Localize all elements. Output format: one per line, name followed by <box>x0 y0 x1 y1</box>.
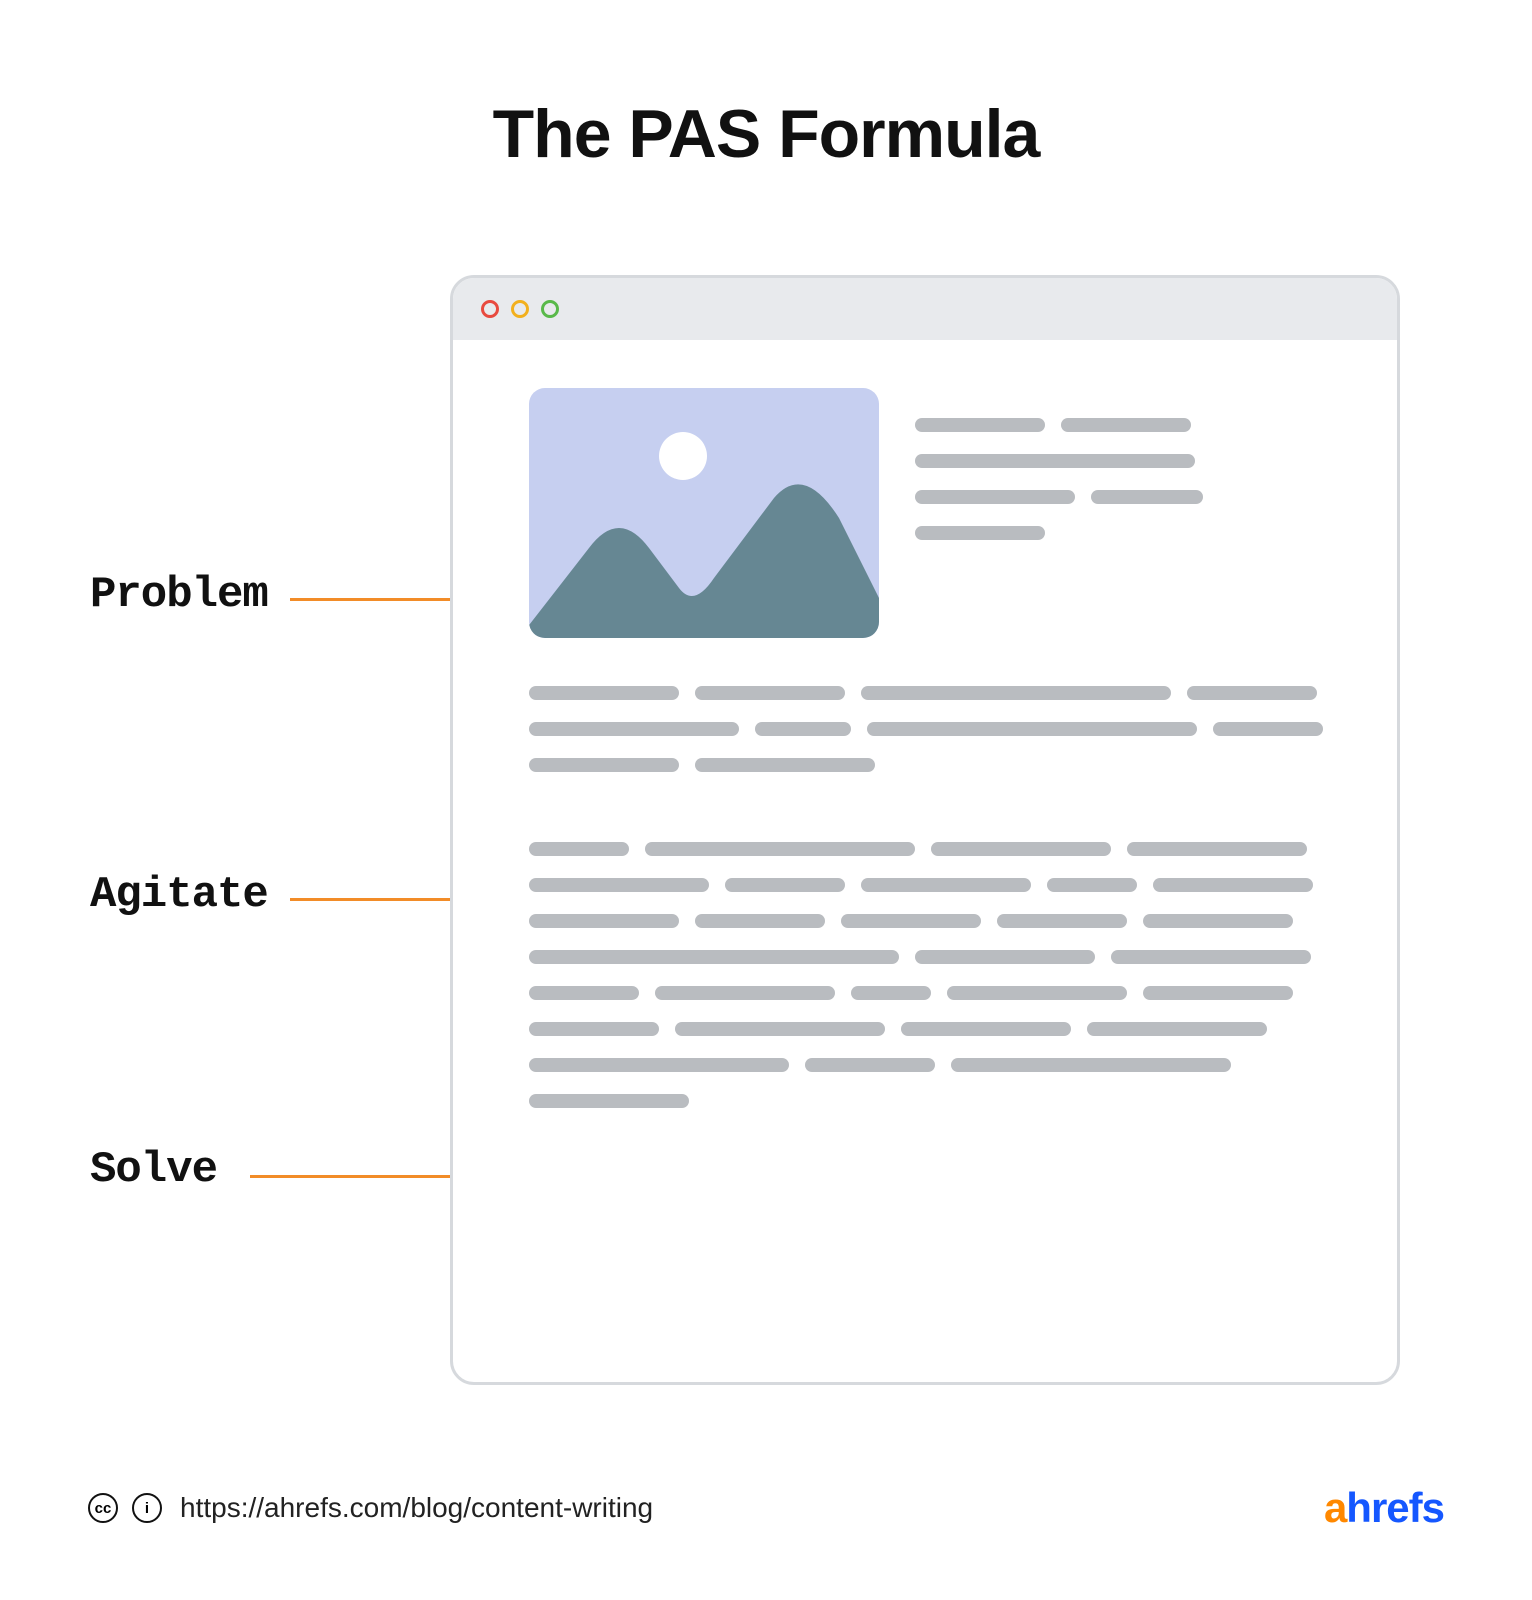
source-url: https://ahrefs.com/blog/content-writing <box>180 1492 653 1524</box>
placeholder-line <box>861 686 1171 700</box>
placeholder-line <box>529 758 679 772</box>
connector-solve <box>250 1175 480 1178</box>
logo-a: a <box>1324 1484 1346 1531</box>
section-problem <box>529 388 1341 638</box>
footer-left: cc i https://ahrefs.com/blog/content-wri… <box>88 1492 653 1524</box>
placeholder-line <box>529 842 629 856</box>
placeholder-line <box>947 986 1127 1000</box>
sun-icon <box>659 432 707 480</box>
window-dot-min-icon <box>511 300 529 318</box>
window-dot-max-icon <box>541 300 559 318</box>
placeholder-line <box>1111 950 1311 964</box>
placeholder-line <box>695 914 825 928</box>
placeholder-line <box>851 986 931 1000</box>
label-agitate: Agitate <box>90 870 268 920</box>
image-placeholder-icon <box>529 388 879 638</box>
placeholder-line <box>861 878 1031 892</box>
placeholder-line <box>529 1058 789 1072</box>
window-titlebar <box>453 278 1397 340</box>
window-dot-close-icon <box>481 300 499 318</box>
placeholder-line <box>931 842 1111 856</box>
placeholder-line <box>1187 686 1317 700</box>
placeholder-line <box>1213 722 1323 736</box>
placeholder-line <box>529 686 679 700</box>
placeholder-line <box>841 914 981 928</box>
placeholder-line <box>529 986 639 1000</box>
ahrefs-logo: ahrefs <box>1324 1484 1444 1532</box>
placeholder-line <box>529 878 709 892</box>
placeholder-line <box>529 1094 689 1108</box>
footer: cc i https://ahrefs.com/blog/content-wri… <box>88 1484 1444 1532</box>
placeholder-line <box>1143 986 1293 1000</box>
placeholder-line <box>529 722 739 736</box>
placeholder-line <box>1127 842 1307 856</box>
placeholder-line <box>529 950 899 964</box>
placeholder-line <box>529 914 679 928</box>
placeholder-line <box>725 878 845 892</box>
placeholder-line <box>915 490 1075 504</box>
by-license-icon: i <box>132 1493 162 1523</box>
section-solve <box>529 842 1341 1130</box>
placeholder-line <box>1047 878 1137 892</box>
placeholder-line <box>901 1022 1071 1036</box>
placeholder-line <box>915 454 1195 468</box>
mountain-icon <box>529 478 879 638</box>
placeholder-line <box>529 1022 659 1036</box>
placeholder-line <box>675 1022 885 1036</box>
label-solve: Solve <box>90 1145 217 1195</box>
placeholder-line <box>915 526 1045 540</box>
placeholder-line <box>655 986 835 1000</box>
placeholder-line <box>951 1058 1231 1072</box>
cc-license-icon: cc <box>88 1493 118 1523</box>
browser-window <box>450 275 1400 1385</box>
placeholder-line <box>1143 914 1293 928</box>
placeholder-line <box>695 758 875 772</box>
logo-rest: hrefs <box>1346 1484 1444 1531</box>
placeholder-line <box>755 722 851 736</box>
placeholder-line <box>645 842 915 856</box>
placeholder-line <box>867 722 1197 736</box>
placeholder-line <box>695 686 845 700</box>
window-content <box>453 340 1397 1178</box>
placeholder-line <box>805 1058 935 1072</box>
placeholder-line <box>1061 418 1191 432</box>
placeholder-line <box>1153 878 1313 892</box>
label-problem: Problem <box>90 570 268 620</box>
page-title: The PAS Formula <box>0 95 1532 173</box>
placeholder-line <box>1091 490 1203 504</box>
placeholder-line <box>997 914 1127 928</box>
placeholder-line <box>1087 1022 1267 1036</box>
placeholder-line <box>915 418 1045 432</box>
section-agitate <box>529 686 1341 794</box>
placeholder-line <box>915 950 1095 964</box>
